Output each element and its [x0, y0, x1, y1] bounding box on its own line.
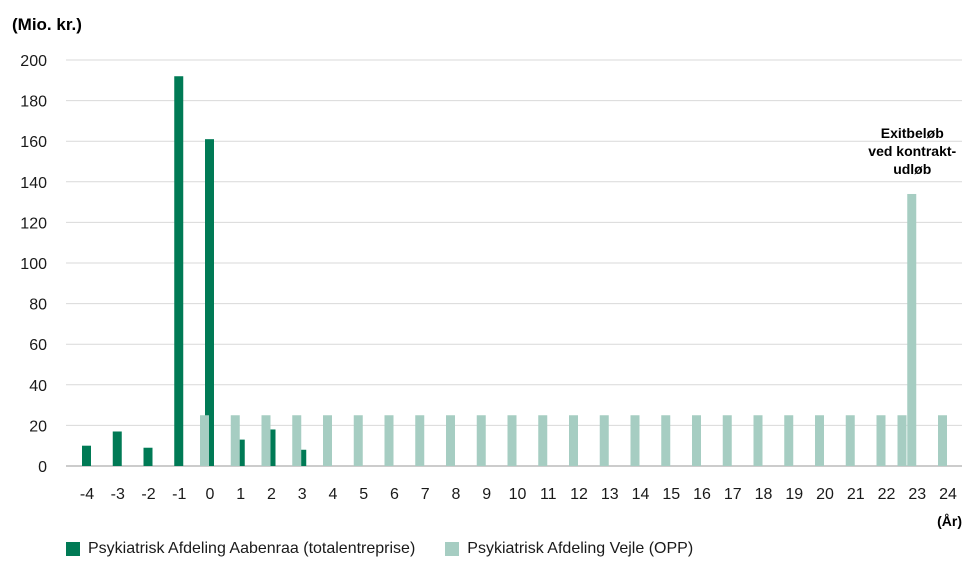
- x-tick-label: 10: [509, 486, 527, 503]
- x-tick-label: 6: [390, 486, 399, 503]
- x-tick-label: 12: [570, 486, 588, 503]
- y-tick-label: 40: [29, 378, 47, 395]
- legend: Psykiatrisk Afdeling Aabenraa (totalentr…: [66, 540, 693, 558]
- bar-vejle: [630, 415, 640, 466]
- x-tick-label: 23: [908, 486, 926, 503]
- y-tick-labels: 0 20 40 60 80 100 120 140 160 180 200: [20, 53, 47, 476]
- x-tick-label: -2: [141, 486, 155, 503]
- annotation-line: ved kontrakt-: [868, 143, 956, 159]
- x-tick-label: 11: [540, 486, 557, 503]
- x-tick-label: 9: [482, 486, 491, 503]
- x-tick-label: -1: [172, 486, 186, 503]
- y-tick-label: 60: [29, 337, 47, 354]
- y-tick-label: 0: [38, 459, 47, 476]
- x-tick-label: 13: [601, 486, 619, 503]
- y-tick-label: 160: [20, 134, 47, 151]
- y-tick-label: 100: [20, 256, 47, 273]
- y-tick-label: 180: [20, 94, 47, 111]
- bar-vejle: [753, 415, 763, 466]
- bar-vejle: [200, 415, 209, 466]
- bar-vejle: [230, 415, 240, 466]
- bar-aabenraa: [112, 431, 122, 466]
- x-tick-label: 16: [693, 486, 711, 503]
- bar-vejle: [661, 415, 671, 466]
- bar-aabenraa: [297, 449, 307, 466]
- bar-vejle: [784, 415, 794, 466]
- legend-item-vejle: Psykiatrisk Afdeling Vejle (OPP): [445, 540, 693, 558]
- bar-vejle: [323, 415, 332, 466]
- bar-aabenraa: [174, 76, 184, 467]
- bar-vejle: [261, 415, 271, 466]
- bar-vejle: [507, 415, 517, 466]
- x-tick-label: 2: [267, 486, 276, 503]
- x-axis-unit: (År): [937, 513, 962, 529]
- bar-aabenraa: [82, 445, 91, 466]
- bars: [82, 76, 947, 467]
- bar-aabenraa: [235, 439, 245, 466]
- bar-vejle: [907, 193, 917, 467]
- x-tick-label: 24: [939, 486, 957, 503]
- bar-vejle: [876, 415, 886, 466]
- bar-chart: (Mio. kr.) (År) 020406080100120140160180…: [12, 15, 962, 529]
- bar-vejle: [845, 415, 855, 466]
- annotation-line: udløb: [893, 161, 931, 177]
- x-tick-label: -3: [111, 486, 125, 503]
- x-tick-label: 17: [724, 486, 742, 503]
- y-tick-label: 20: [29, 418, 47, 435]
- x-tick-label: 18: [755, 486, 773, 503]
- bar-vejle: [815, 415, 824, 466]
- bar-vejle: [353, 415, 363, 466]
- x-tick-label: -4: [80, 486, 94, 503]
- x-tick-label: 22: [878, 486, 896, 503]
- x-tick-label: 8: [452, 486, 461, 503]
- legend-swatch-aabenraa: [66, 542, 80, 556]
- annotation-line: Exitbeløb: [881, 125, 944, 141]
- bar-vejle: [569, 415, 578, 466]
- x-tick-label: 20: [816, 486, 834, 503]
- y-tick-label: 80: [29, 297, 47, 314]
- bar-aabenraa: [143, 447, 153, 466]
- legend-swatch-vejle: [445, 542, 460, 556]
- x-tick-label: 19: [785, 486, 803, 503]
- legend-item-aabenraa: Psykiatrisk Afdeling Aabenraa (totalentr…: [66, 540, 415, 558]
- bar-vejle: [599, 415, 609, 466]
- x-tick-labels: -4 -3 -2 -1 0 1 2 3 4 5 6 7 8 9 10 11 12 13 14 15 16 17 18 19 20…: [80, 486, 957, 503]
- bar-vejle: [897, 415, 907, 466]
- bar-vejle: [476, 415, 486, 466]
- x-tick-label: 0: [206, 486, 215, 503]
- legend-label-vejle: Psykiatrisk Afdeling Vejle (OPP): [467, 540, 694, 557]
- bar-vejle: [446, 415, 455, 466]
- x-tick-label: 3: [298, 486, 307, 503]
- y-tick-label: 200: [20, 53, 47, 70]
- bar-vejle: [292, 415, 302, 466]
- annotation: Exitbeløb ved kontrakt-udløb: [868, 125, 956, 177]
- bar-aabenraa: [205, 139, 214, 467]
- bar-vejle: [692, 415, 701, 466]
- x-tick-label: 14: [632, 486, 650, 503]
- y-axis-title: (Mio. kr.): [12, 15, 82, 34]
- x-tick-label: 21: [847, 486, 865, 503]
- x-tick-label: 1: [236, 486, 245, 503]
- bar-vejle: [722, 415, 732, 466]
- grid-lines: [66, 59, 962, 467]
- x-tick-label: 4: [329, 486, 338, 503]
- bar-vejle: [938, 415, 947, 466]
- legend-label-aabenraa: Psykiatrisk Afdeling Aabenraa (totalentr…: [88, 540, 416, 557]
- bar-vejle: [384, 415, 394, 466]
- x-tick-label: 15: [662, 486, 680, 503]
- x-tick-label: 5: [359, 486, 368, 503]
- y-tick-label: 120: [20, 215, 47, 232]
- bar-vejle: [415, 415, 425, 466]
- x-tick-label: 7: [421, 486, 430, 503]
- bar-aabenraa: [266, 429, 276, 466]
- y-tick-label: 140: [20, 175, 47, 192]
- bar-vejle: [538, 415, 548, 466]
